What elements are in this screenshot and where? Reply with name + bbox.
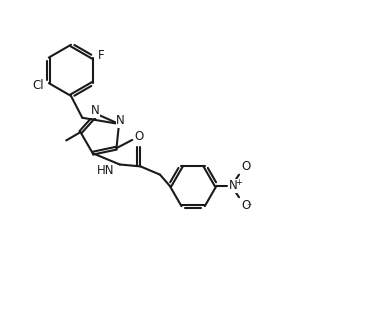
Text: N: N bbox=[116, 114, 125, 127]
Text: +: + bbox=[235, 178, 242, 187]
Text: N: N bbox=[91, 104, 100, 117]
Text: HN: HN bbox=[97, 164, 114, 177]
Text: methyl: methyl bbox=[64, 141, 69, 143]
Text: N: N bbox=[229, 179, 238, 193]
Text: F: F bbox=[98, 49, 105, 62]
Text: O: O bbox=[241, 199, 250, 212]
Text: O: O bbox=[134, 130, 143, 143]
Text: Cl: Cl bbox=[33, 78, 44, 91]
Text: O: O bbox=[241, 160, 250, 173]
Text: methyl: methyl bbox=[134, 137, 139, 138]
Text: ⁻: ⁻ bbox=[247, 202, 252, 212]
